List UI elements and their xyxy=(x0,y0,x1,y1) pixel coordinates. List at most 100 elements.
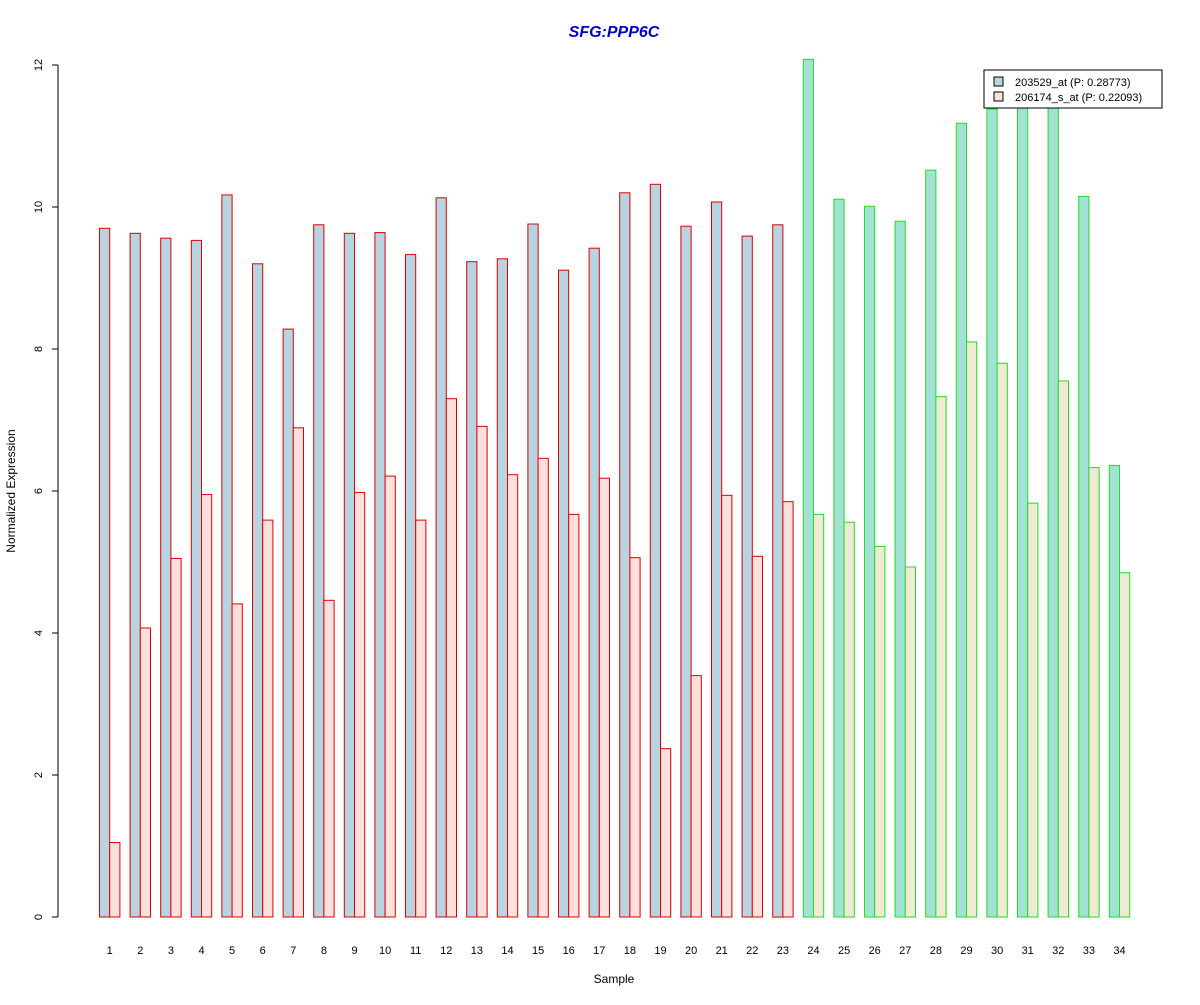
bar-series-1 xyxy=(374,232,386,918)
bar-series-1 xyxy=(435,197,447,918)
legend-swatch-series-2 xyxy=(993,91,1004,102)
x-tick-label: 25 xyxy=(838,945,850,957)
bar-series-2 xyxy=(1027,502,1039,918)
bar-series-1 xyxy=(1078,195,1090,918)
bar-series-2 xyxy=(109,842,121,918)
bar-series-2 xyxy=(782,501,794,918)
x-tick-label: 32 xyxy=(1052,945,1064,957)
y-tick-label: 0 xyxy=(33,914,45,920)
x-tick-label: 16 xyxy=(563,945,575,957)
bar-series-1 xyxy=(221,194,233,918)
bar-series-1 xyxy=(894,220,906,918)
legend-box xyxy=(983,69,1163,109)
bar-series-2 xyxy=(231,603,243,918)
bar-series-1 xyxy=(343,232,355,918)
x-tick-label: 13 xyxy=(471,945,483,957)
bar-series-2 xyxy=(935,396,947,918)
bar-series-1 xyxy=(252,263,264,918)
bar-series-2 xyxy=(323,599,335,918)
legend-swatch-series-1 xyxy=(993,76,1004,87)
bars-group xyxy=(99,58,1131,918)
x-tick-label: 6 xyxy=(260,945,266,957)
x-tick-label: 15 xyxy=(532,945,544,957)
x-tick-label: 29 xyxy=(960,945,972,957)
bar-series-1 xyxy=(496,258,508,918)
x-tick-label: 4 xyxy=(198,945,204,957)
legend-label-series-1: 203529_at (P: 0.28773) xyxy=(1015,77,1131,89)
bar-series-2 xyxy=(476,425,488,918)
bar-series-1 xyxy=(864,205,876,918)
x-tick-label: 11 xyxy=(410,945,421,957)
bar-series-2 xyxy=(1119,572,1131,918)
x-axis-label: Sample xyxy=(594,972,635,986)
x-tick-label: 18 xyxy=(624,945,636,957)
x-tick-label: 20 xyxy=(685,945,697,957)
x-tick-label: 23 xyxy=(777,945,789,957)
bar-series-2 xyxy=(507,474,519,918)
x-tick-label: 26 xyxy=(869,945,881,957)
x-tick-label: 7 xyxy=(290,945,296,957)
x-tick-label: 21 xyxy=(716,945,728,957)
x-tick-label: 31 xyxy=(1022,945,1034,957)
bar-series-1 xyxy=(160,237,172,918)
bar-series-2 xyxy=(262,519,274,918)
x-tick-label: 17 xyxy=(593,945,605,957)
bar-series-2 xyxy=(660,748,672,918)
bar-series-1 xyxy=(1108,464,1121,918)
x-tick-label: 34 xyxy=(1113,945,1125,957)
bar-series-2 xyxy=(568,513,580,918)
x-tick-label: 1 xyxy=(107,945,113,957)
bar-series-2 xyxy=(1088,467,1100,918)
bar-series-1 xyxy=(190,239,203,918)
bar-series-2 xyxy=(690,675,702,918)
y-tick-label: 12 xyxy=(33,59,45,71)
x-tick-label: 28 xyxy=(930,945,942,957)
x-tick-label: 8 xyxy=(321,945,327,957)
x-tick-label: 27 xyxy=(899,945,911,957)
bar-series-1 xyxy=(1017,107,1029,918)
x-tick-label: 22 xyxy=(746,945,758,957)
bar-series-2 xyxy=(813,513,825,918)
bar-series-1 xyxy=(680,225,692,918)
y-tick-label: 10 xyxy=(33,201,45,213)
bar-series-2 xyxy=(1057,380,1070,918)
bar-series-1 xyxy=(405,254,417,918)
y-axis: 0 2 4 6 8 10 12 xyxy=(33,59,59,920)
y-tick-label: 6 xyxy=(33,488,45,494)
bar-series-2 xyxy=(598,477,610,918)
y-axis-label: Normalized Expression xyxy=(4,429,18,552)
x-tick-label: 10 xyxy=(379,945,391,957)
bar-series-1 xyxy=(558,269,570,918)
x-tick-label: 30 xyxy=(991,945,1003,957)
bar-series-2 xyxy=(721,494,733,918)
bar-series-2 xyxy=(996,362,1008,918)
bar-series-2 xyxy=(966,341,978,918)
bar-series-1 xyxy=(955,122,967,918)
x-tick-label: 5 xyxy=(229,945,235,957)
bar-series-2 xyxy=(170,558,182,918)
bar-series-1 xyxy=(313,224,325,918)
bar-series-1 xyxy=(649,183,661,918)
bar-series-2 xyxy=(139,627,152,918)
bar-series-2 xyxy=(904,566,916,918)
bar-series-2 xyxy=(874,545,886,918)
bar-series-2 xyxy=(201,494,213,918)
x-tick-label: 9 xyxy=(351,945,357,957)
y-tick-label: 8 xyxy=(33,346,45,352)
bar-series-2 xyxy=(445,398,457,918)
x-tick-label: 33 xyxy=(1083,945,1095,957)
bar-series-2 xyxy=(354,491,366,918)
x-tick-label: 19 xyxy=(654,945,666,957)
bar-series-2 xyxy=(415,519,427,918)
bar-series-2 xyxy=(751,555,763,918)
bar-series-1 xyxy=(619,192,631,918)
bar-series-2 xyxy=(537,457,549,918)
bar-series-2 xyxy=(629,557,641,918)
x-tick-labels: 1 2 3 4 5 6 7 8 9 10 11 12 13 14 15 16 17 18 19 20 21 22 23 24 2… xyxy=(107,945,1126,957)
bar-series-1 xyxy=(711,201,723,918)
x-tick-label: 24 xyxy=(807,945,819,957)
bar-series-2 xyxy=(843,521,855,918)
bar-series-1 xyxy=(588,247,600,918)
bar-series-1 xyxy=(772,224,784,918)
